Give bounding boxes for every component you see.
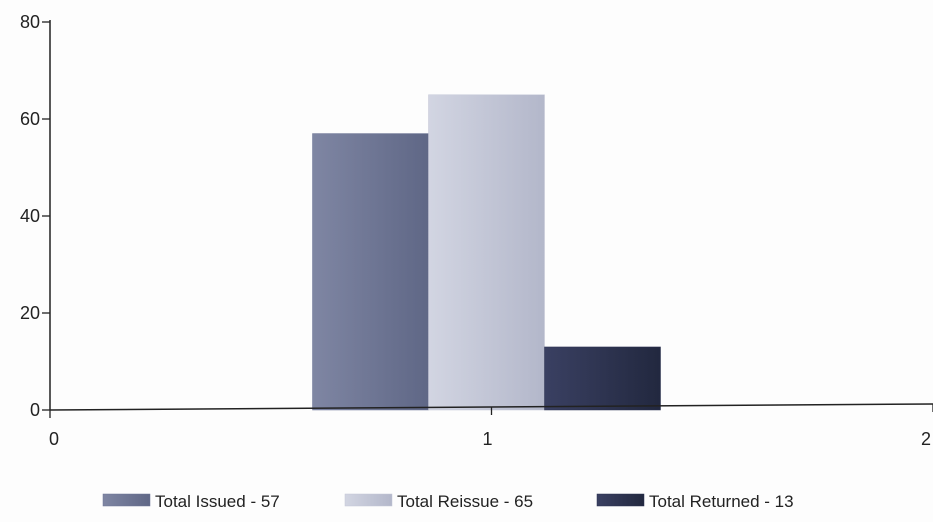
legend-swatch-1 xyxy=(102,493,151,507)
legend-swatch-3 xyxy=(596,493,645,507)
bar-2 xyxy=(428,94,545,411)
x-tick-label: 2 xyxy=(921,429,931,449)
legend-swatch-2 xyxy=(344,493,393,507)
legend-label-3: Total Returned - 13 xyxy=(649,492,794,511)
y-tick-label: 0 xyxy=(30,400,40,420)
bars-layer xyxy=(312,94,661,411)
y-tick-label: 20 xyxy=(20,303,40,323)
tick-labels: 0 20 40 60 80 0 1 2 xyxy=(20,12,933,449)
x-tick-label: 1 xyxy=(482,429,492,449)
y-tick-label: 60 xyxy=(20,109,40,129)
y-tick-label: 40 xyxy=(20,206,40,226)
legend-label-2: Total Reissue - 65 xyxy=(397,492,533,511)
bar-3 xyxy=(544,346,661,411)
bar-1 xyxy=(312,133,429,411)
y-tick-label: 80 xyxy=(20,12,40,32)
x-tick-label: 0 xyxy=(49,429,59,449)
legend: Total Issued - 57 Total Reissue - 65 Total… xyxy=(102,492,794,511)
legend-label-1: Total Issued - 57 xyxy=(155,492,280,511)
